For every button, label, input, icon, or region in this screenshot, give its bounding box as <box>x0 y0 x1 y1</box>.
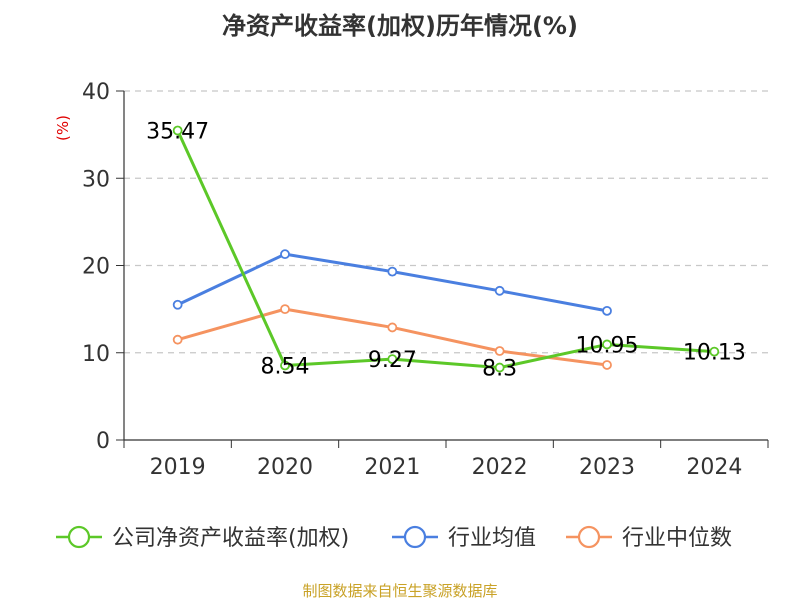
legend-marker <box>577 525 601 549</box>
data-label: 10.13 <box>683 341 746 366</box>
y-tick-label: 10 <box>82 342 110 367</box>
y-tick-label: 30 <box>82 167 110 192</box>
data-label: 35.47 <box>146 120 209 145</box>
legend-label: 行业中位数 <box>622 526 732 551</box>
x-tick-label: 2019 <box>150 455 206 480</box>
y-tick-label: 20 <box>82 255 110 280</box>
axes: 0 10 20 30 40 2019 2020 2021 2022 2023 2024 <box>82 80 769 480</box>
x-tick-label: 2022 <box>472 455 528 480</box>
data-point <box>709 346 720 357</box>
series-line-0 <box>176 129 715 370</box>
data-point <box>602 360 612 370</box>
legend-label: 行业均值 <box>448 526 536 551</box>
legend-label: 公司净资产收益率(加权) <box>112 526 349 551</box>
data-label: 10.95 <box>576 333 639 358</box>
chart-title: 净资产收益率(加权)历年情况(%) <box>222 12 578 40</box>
x-tick-label: 2020 <box>257 455 313 480</box>
series-layer <box>172 125 720 373</box>
data-point <box>494 362 505 373</box>
y-tick-label: 40 <box>82 80 110 105</box>
legend: 公司净资产收益率(加权) 行业均值 行业中位数 <box>56 525 732 551</box>
data-point <box>494 346 505 356</box>
data-point <box>280 249 290 260</box>
data-point <box>387 266 398 277</box>
data-point <box>280 304 290 315</box>
y-axis-label: (%) <box>54 115 72 141</box>
gridlines <box>124 90 768 354</box>
x-tick-label: 2024 <box>686 455 742 480</box>
data-point <box>494 285 505 296</box>
data-point <box>387 322 398 333</box>
data-label: 8.54 <box>261 354 310 379</box>
data-point <box>280 360 290 371</box>
data-label: 8.3 <box>482 357 517 382</box>
source-note: 制图数据来自恒生聚源数据库 <box>302 582 497 600</box>
legend-marker <box>403 525 427 549</box>
y-tick-label: 0 <box>96 429 110 454</box>
data-point <box>602 305 612 316</box>
data-labels: 35.47 8.54 9.27 8.3 10.95 10.13 <box>146 120 746 382</box>
data-point <box>172 125 183 136</box>
data-point <box>387 354 398 365</box>
data-point <box>172 299 183 310</box>
series-line-1 <box>177 252 608 313</box>
x-tick-label: 2023 <box>579 455 635 480</box>
x-tick-label: 2021 <box>364 455 420 480</box>
data-point <box>172 334 183 345</box>
data-point <box>602 339 612 350</box>
legend-marker <box>67 525 91 549</box>
data-label: 9.27 <box>368 348 417 373</box>
